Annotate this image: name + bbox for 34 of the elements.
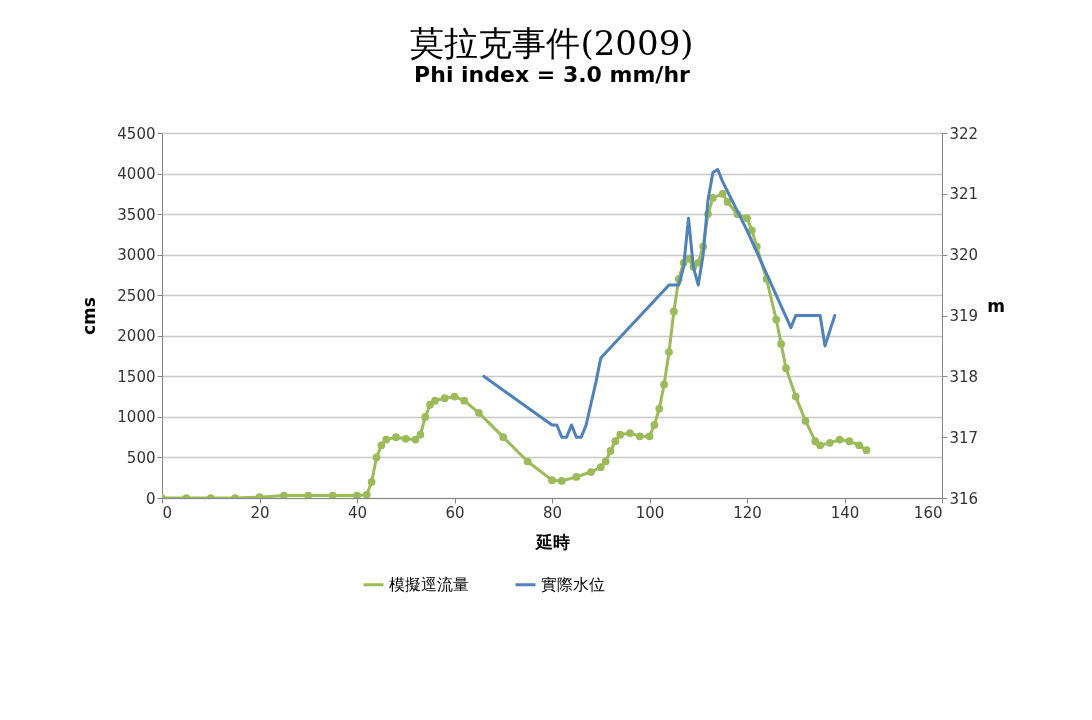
y2-tick-label: 321 [949,185,979,204]
y-tick-label: 0 [145,489,156,508]
y-tick-label: 3500 [117,205,156,224]
x-tick-label: 120 [733,503,762,522]
x-tick-label: 160 [913,503,943,522]
x-tick-label: 0 [162,503,173,522]
y-tick-label: 3000 [117,246,156,265]
y2-tick-label: 320 [949,246,979,265]
y2-tick-label: 322 [949,124,979,143]
y-tick-label: 4500 [117,124,156,143]
y2-tick-label: 317 [949,428,979,447]
y2-tick-label: 318 [949,367,979,386]
y-tick-label: 500 [126,448,156,467]
y-axis-title: cms [79,297,100,335]
y2-tick-label: 319 [949,307,979,325]
y-tick-label: 2500 [117,286,156,305]
y-tick-label: 4000 [117,165,156,184]
y-tick-label: 2000 [117,327,156,346]
x-tick-label: 60 [445,503,465,522]
line-series [482,168,837,439]
x-tick-label: 140 [830,503,860,522]
x-tick-label: 100 [635,503,665,522]
y2-tick-label: 316 [949,489,979,508]
x-tick-label: 40 [347,503,368,522]
y-tick-label: 1000 [117,408,156,427]
chart-subtitle: Phi index = 3.0 mm/hr [414,62,691,87]
x-tick-label: 80 [542,503,563,522]
x-axis-title: 延時 [533,531,570,552]
y-tick-label: 1500 [117,367,156,386]
y2-axis-title: m [987,296,1005,316]
legend-label: 實際水位 [541,574,605,594]
legend-label: 模擬逕流量 [389,574,469,594]
chart-title: 莫拉克事件(2009) [410,23,694,63]
x-tick-label: 20 [250,503,270,522]
